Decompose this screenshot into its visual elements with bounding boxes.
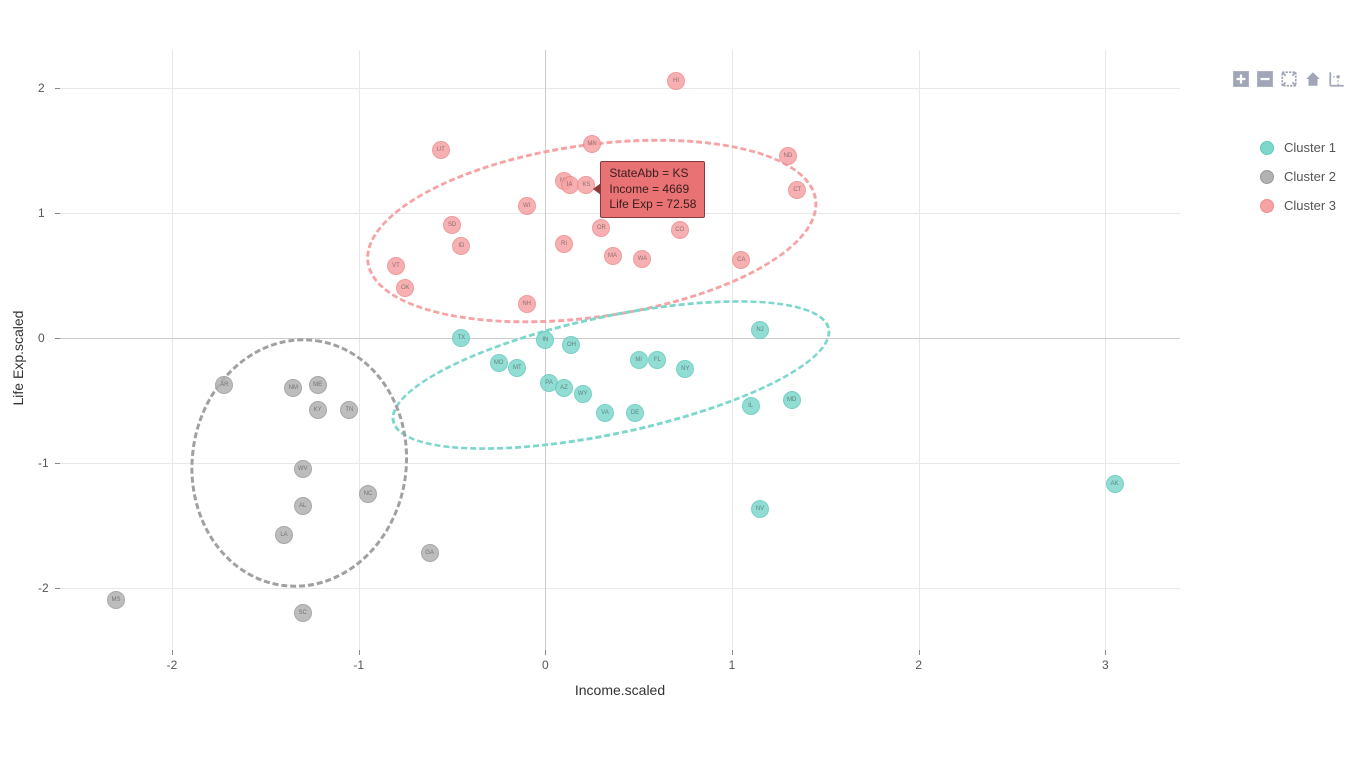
legend-item[interactable]: Cluster 2	[1260, 169, 1336, 184]
data-point[interactable]: UT	[432, 141, 450, 159]
legend-marker-icon	[1260, 170, 1274, 184]
tooltip-line: StateAbb = KS	[609, 166, 696, 182]
x-tick-label: 2	[915, 658, 922, 672]
data-point[interactable]: IL	[742, 397, 760, 415]
data-point[interactable]: MO	[490, 354, 508, 372]
data-point[interactable]: MD	[783, 391, 801, 409]
data-point[interactable]: AL	[294, 497, 312, 515]
data-point[interactable]: IA	[561, 176, 579, 194]
x-tick-label: -1	[353, 658, 364, 672]
x-tick-mark	[919, 650, 920, 655]
data-point[interactable]: MN	[583, 135, 601, 153]
data-point[interactable]: MI	[630, 351, 648, 369]
y-tick-label: -1	[38, 456, 49, 470]
data-point[interactable]: LA	[275, 526, 293, 544]
x-tick-label: 3	[1102, 658, 1109, 672]
data-point[interactable]: OK	[396, 279, 414, 297]
data-point[interactable]: ND	[779, 147, 797, 165]
legend-marker-icon	[1260, 199, 1274, 213]
data-point[interactable]: NC	[359, 485, 377, 503]
data-point[interactable]: KY	[309, 401, 327, 419]
data-point[interactable]: CA	[732, 251, 750, 269]
data-point[interactable]: RI	[555, 235, 573, 253]
legend: Cluster 1 Cluster 2 Cluster 3	[1260, 140, 1336, 227]
data-point[interactable]: MA	[604, 247, 622, 265]
legend-label: Cluster 1	[1284, 140, 1336, 155]
hover-tooltip: StateAbb = KSIncome = 4669Life Exp = 72.…	[600, 161, 705, 218]
data-point[interactable]: ME	[309, 376, 327, 394]
data-point[interactable]: TN	[340, 401, 358, 419]
x-axis-title: Income.scaled	[575, 682, 665, 698]
modebar	[1232, 70, 1346, 88]
data-point[interactable]: TX	[452, 329, 470, 347]
y-tick-mark	[55, 588, 60, 589]
legend-item[interactable]: Cluster 3	[1260, 198, 1336, 213]
gridline-horizontal	[60, 588, 1180, 589]
data-point[interactable]: SD	[443, 216, 461, 234]
tooltip-line: Life Exp = 72.58	[609, 197, 696, 213]
x-tick-label: -2	[167, 658, 178, 672]
data-point[interactable]: VA	[596, 404, 614, 422]
scatter-chart[interactable]: HIMNUTNDNEIAKSCTWISDORCORIIDMAWACAVTOKNH…	[60, 50, 1180, 650]
y-tick-label: 0	[38, 331, 45, 345]
gridline-vertical	[172, 50, 173, 650]
data-point[interactable]: CT	[788, 181, 806, 199]
y-tick-label: 1	[38, 206, 45, 220]
legend-marker-icon	[1260, 141, 1274, 155]
y-tick-mark	[55, 213, 60, 214]
zoom-in-icon[interactable]	[1232, 70, 1250, 88]
data-point[interactable]: AZ	[555, 379, 573, 397]
data-point[interactable]: CO	[671, 221, 689, 239]
data-point[interactable]: WI	[518, 197, 536, 215]
tooltip-line: Income = 4669	[609, 182, 696, 198]
x-tick-mark	[172, 650, 173, 655]
legend-label: Cluster 2	[1284, 169, 1336, 184]
data-point[interactable]: AR	[215, 376, 233, 394]
data-point[interactable]: WY	[574, 385, 592, 403]
x-tick-label: 1	[729, 658, 736, 672]
y-tick-label: 2	[38, 81, 45, 95]
data-point[interactable]: HI	[667, 72, 685, 90]
autoscale-icon[interactable]	[1280, 70, 1298, 88]
data-point[interactable]: IN	[536, 331, 554, 349]
x-tick-mark	[545, 650, 546, 655]
data-point[interactable]: MS	[107, 591, 125, 609]
y-axis-title: Life Exp.scaled	[10, 311, 26, 406]
data-point[interactable]: WA	[633, 250, 651, 268]
legend-item[interactable]: Cluster 1	[1260, 140, 1336, 155]
x-tick-mark	[1105, 650, 1106, 655]
gridline-horizontal	[60, 88, 1180, 89]
data-point[interactable]: NH	[518, 295, 536, 313]
data-point[interactable]: WV	[294, 460, 312, 478]
data-point[interactable]: NM	[284, 379, 302, 397]
x-tick-label: 0	[542, 658, 549, 672]
y-tick-label: -2	[38, 581, 49, 595]
data-point[interactable]: GA	[421, 544, 439, 562]
data-point[interactable]: NV	[751, 500, 769, 518]
spike-lines-icon[interactable]	[1328, 70, 1346, 88]
data-point[interactable]: NY	[676, 360, 694, 378]
data-point[interactable]: OH	[562, 336, 580, 354]
x-tick-mark	[359, 650, 360, 655]
data-point[interactable]: DE	[626, 404, 644, 422]
data-point[interactable]: VT	[387, 257, 405, 275]
data-point[interactable]: SC	[294, 604, 312, 622]
data-point[interactable]: OR	[592, 219, 610, 237]
y-tick-mark	[55, 463, 60, 464]
data-point[interactable]: ID	[452, 237, 470, 255]
legend-label: Cluster 3	[1284, 198, 1336, 213]
reset-home-icon[interactable]	[1304, 70, 1322, 88]
y-tick-mark	[55, 88, 60, 89]
gridline-vertical	[919, 50, 920, 650]
gridline-vertical	[1105, 50, 1106, 650]
x-tick-mark	[732, 650, 733, 655]
zoom-out-icon[interactable]	[1256, 70, 1274, 88]
data-point[interactable]: NJ	[751, 321, 769, 339]
data-point[interactable]: AK	[1106, 475, 1124, 493]
data-point[interactable]: MT	[508, 359, 526, 377]
data-point[interactable]: FL	[648, 351, 666, 369]
y-tick-mark	[55, 338, 60, 339]
